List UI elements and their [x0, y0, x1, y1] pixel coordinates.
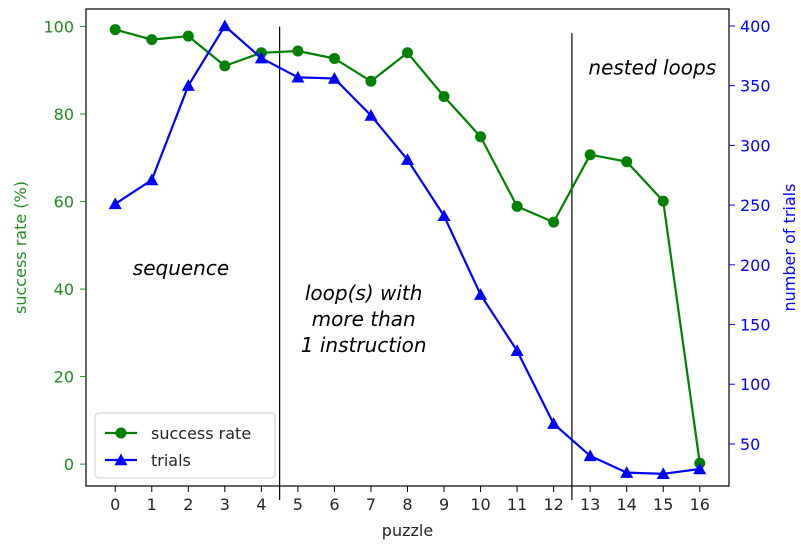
point-success-rate-0 [109, 24, 121, 36]
x-tick-label-13: 13 [580, 495, 600, 514]
point-trials-12 [547, 417, 561, 429]
x-tick-label-0: 0 [110, 495, 120, 514]
annotation-line-1-2: 1 instruction [301, 333, 427, 357]
point-success-rate-15 [657, 195, 669, 207]
legend-marker-1 [114, 453, 128, 466]
y-right-tick-label-100: 100 [740, 375, 771, 394]
y-right-tick-label-400: 400 [740, 17, 771, 36]
x-tick-label-16: 16 [690, 495, 710, 514]
point-success-rate-12 [548, 216, 560, 228]
x-tick-label-11: 11 [507, 495, 527, 514]
y-right-axis-label: number of trials [780, 184, 799, 312]
point-success-rate-14 [621, 156, 633, 168]
point-trials-0 [108, 197, 122, 210]
x-tick-label-8: 8 [402, 495, 412, 514]
point-success-rate-5 [292, 45, 304, 57]
point-success-rate-6 [328, 52, 340, 64]
point-success-rate-11 [511, 200, 523, 212]
x-axis-label: puzzle [382, 521, 433, 540]
annotation-line-1-1: more than [312, 307, 416, 331]
point-success-rate-8 [402, 47, 413, 59]
point-trials-16 [693, 462, 707, 475]
x-tick-label-1: 1 [147, 495, 157, 514]
legend-marker-0 [115, 427, 127, 439]
x-tick-label-12: 12 [543, 495, 563, 514]
point-trials-5 [291, 70, 305, 83]
y-right-tick-label-250: 250 [740, 196, 771, 215]
x-tick-label-6: 6 [329, 495, 339, 514]
x-tick-label-3: 3 [220, 495, 230, 514]
point-trials-6 [327, 72, 341, 84]
plot-area: 0 1 2 3 4 5 6 7 8 9 10 11 12 13 14 15 16puzzle0204060801… [11, 8, 799, 540]
y-left-tick-label-60: 60 [54, 193, 74, 212]
x-tick-label-10: 10 [470, 495, 490, 514]
point-trials-10 [474, 288, 488, 300]
series-line-success-rate [114, 28, 701, 464]
point-trials-1 [145, 173, 159, 186]
point-trials-13 [583, 449, 597, 462]
y-left-tick-label-40: 40 [54, 280, 74, 299]
legend-label-1: trials [151, 451, 191, 470]
y-left-tick-label-80: 80 [54, 105, 74, 124]
point-trials-11 [510, 344, 524, 357]
point-trials-2 [181, 79, 195, 91]
legend: success rate trials [94, 412, 276, 479]
point-success-rate-9 [438, 91, 450, 103]
point-success-rate-13 [584, 149, 596, 161]
annotation-0: sequence [133, 256, 229, 280]
point-trials-15 [656, 467, 670, 480]
point-success-rate-3 [219, 60, 231, 72]
y-left-axis-label: success rate (%) [11, 181, 30, 314]
point-success-rate-7 [365, 75, 377, 87]
point-success-rate-10 [475, 131, 487, 143]
x-tick-label-14: 14 [617, 495, 637, 514]
x-tick-label-9: 9 [439, 495, 449, 514]
y-left-tick-label-100: 100 [43, 18, 74, 37]
x-tick-label-5: 5 [293, 495, 303, 514]
point-trials-14 [620, 466, 634, 478]
y-right-tick-label-50: 50 [740, 435, 760, 454]
x-tick-label-2: 2 [183, 495, 193, 514]
y-left-tick-label-0: 0 [64, 455, 74, 474]
annotation-line-2-0: nested loops [588, 56, 716, 80]
annotation-line-1-0: loop(s) with [305, 281, 423, 305]
point-success-rate-1 [146, 34, 158, 46]
annotation-line-0-0: sequence [133, 256, 229, 280]
y-right-tick-label-200: 200 [740, 256, 771, 275]
point-trials-8 [401, 153, 414, 165]
x-tick-label-15: 15 [653, 495, 673, 514]
point-trials-7 [364, 109, 378, 121]
y-right-tick-label-150: 150 [740, 316, 771, 335]
annotation-2: nested loops [588, 56, 716, 80]
y-right-tick-label-300: 300 [740, 136, 771, 155]
point-trials-4 [254, 51, 268, 64]
point-trials-9 [437, 209, 451, 222]
y-left-tick-label-20: 20 [54, 368, 74, 387]
legend-label-0: success rate [151, 424, 251, 443]
point-trials-3 [218, 19, 232, 32]
point-success-rate-2 [182, 30, 194, 42]
series-line-trials [114, 24, 700, 475]
y-right-tick-label-350: 350 [740, 77, 771, 96]
x-tick-label-4: 4 [256, 495, 266, 514]
x-tick-label-7: 7 [366, 495, 376, 514]
legend-box [94, 412, 276, 479]
